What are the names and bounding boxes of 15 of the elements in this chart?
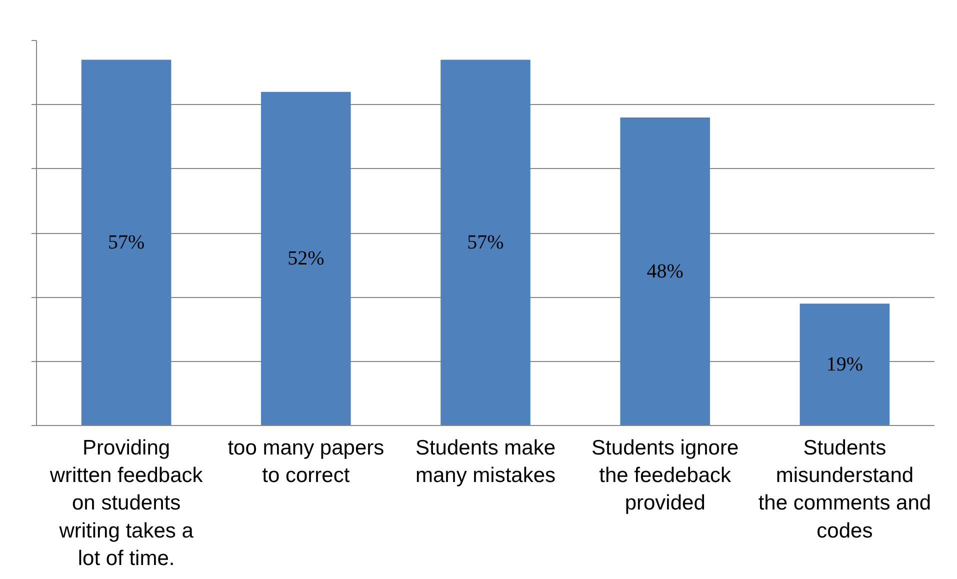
bar: [800, 304, 890, 426]
x-tick-label: Students ignore the feedeback provided: [592, 436, 739, 515]
bar: [620, 118, 710, 426]
data-label: 19%: [826, 354, 864, 376]
bar: [440, 60, 530, 426]
x-tick-label: Students misunderstand the comments and codes: [758, 436, 932, 542]
bar: [261, 92, 351, 426]
bar: [81, 60, 172, 426]
data-label: 48%: [646, 260, 684, 282]
x-tick-label: too many papers to correct: [228, 436, 384, 488]
x-tick-label: Students make many mistakes: [415, 436, 556, 488]
data-label: 52%: [288, 248, 324, 270]
data-label: 57%: [108, 232, 145, 254]
x-tick-label: Providing written feedback on students writing takes a lot of time.: [48, 436, 204, 570]
data-label: 57%: [467, 232, 504, 254]
